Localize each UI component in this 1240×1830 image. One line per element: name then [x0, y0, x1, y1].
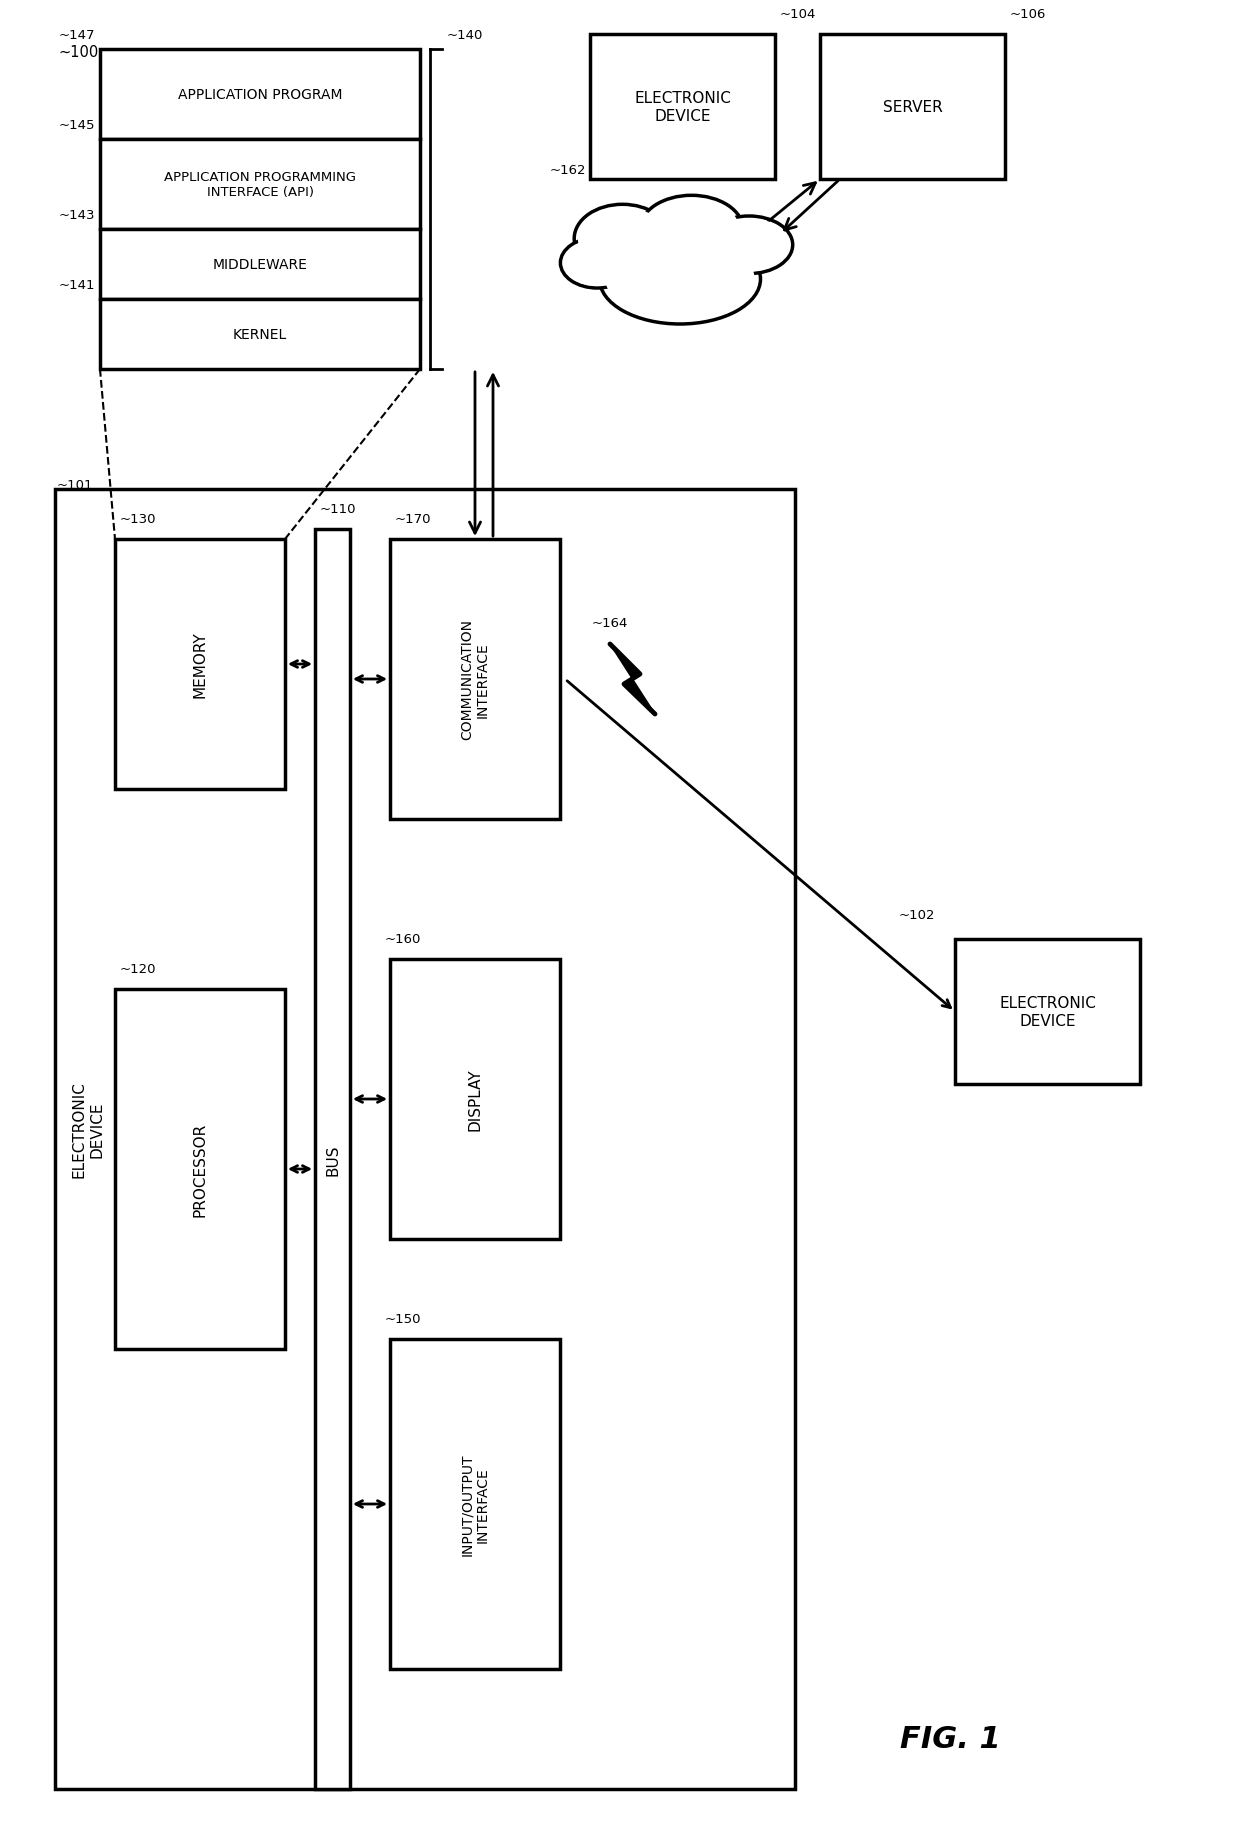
Text: ~162: ~162	[551, 163, 587, 176]
Text: ELECTRONIC
DEVICE: ELECTRONIC DEVICE	[72, 1082, 104, 1179]
FancyBboxPatch shape	[391, 540, 560, 820]
Ellipse shape	[640, 196, 743, 265]
Text: ~104: ~104	[780, 7, 816, 20]
FancyBboxPatch shape	[955, 939, 1140, 1085]
Text: ~164: ~164	[591, 617, 629, 630]
Text: BUS: BUS	[325, 1144, 340, 1175]
Ellipse shape	[644, 199, 739, 262]
FancyBboxPatch shape	[391, 959, 560, 1239]
FancyBboxPatch shape	[55, 490, 795, 1790]
Text: MEMORY: MEMORY	[192, 631, 207, 697]
Ellipse shape	[599, 234, 760, 324]
Ellipse shape	[708, 220, 790, 273]
Ellipse shape	[605, 242, 755, 318]
Text: ~110: ~110	[320, 503, 357, 516]
Text: ~150: ~150	[384, 1312, 422, 1325]
Text: ~141: ~141	[58, 278, 95, 291]
FancyBboxPatch shape	[100, 139, 420, 231]
Text: APPLICATION PROGRAM: APPLICATION PROGRAM	[177, 88, 342, 102]
Text: NETWORK: NETWORK	[641, 273, 719, 287]
Text: ~145: ~145	[58, 119, 95, 132]
FancyBboxPatch shape	[100, 49, 420, 139]
FancyBboxPatch shape	[100, 231, 420, 300]
Ellipse shape	[574, 205, 671, 273]
Text: ~140: ~140	[446, 29, 484, 42]
Ellipse shape	[563, 240, 631, 287]
Ellipse shape	[560, 238, 634, 289]
FancyBboxPatch shape	[100, 300, 420, 370]
Ellipse shape	[578, 209, 667, 271]
Text: ~106: ~106	[1011, 7, 1047, 20]
Text: PROCESSOR: PROCESSOR	[192, 1122, 207, 1217]
FancyBboxPatch shape	[391, 1340, 560, 1669]
Text: INPUT/OUTPUT
INTERFACE: INPUT/OUTPUT INTERFACE	[460, 1453, 490, 1555]
Text: ~130: ~130	[120, 512, 156, 525]
Text: ~160: ~160	[384, 933, 422, 946]
Text: ~100: ~100	[58, 46, 98, 60]
FancyBboxPatch shape	[115, 990, 285, 1349]
Text: COMMUNICATION
INTERFACE: COMMUNICATION INTERFACE	[460, 619, 490, 739]
Text: MIDDLEWARE: MIDDLEWARE	[212, 258, 308, 273]
FancyBboxPatch shape	[315, 529, 350, 1790]
Text: ELECTRONIC
DEVICE: ELECTRONIC DEVICE	[999, 996, 1096, 1028]
Ellipse shape	[706, 218, 792, 274]
Text: ~143: ~143	[58, 209, 95, 221]
Text: ~120: ~120	[120, 963, 156, 975]
Text: SERVER: SERVER	[883, 101, 942, 115]
Text: KERNEL: KERNEL	[233, 328, 288, 342]
Text: ~147: ~147	[58, 29, 95, 42]
FancyBboxPatch shape	[820, 35, 1004, 179]
Text: ~102: ~102	[899, 908, 935, 922]
FancyBboxPatch shape	[590, 35, 775, 179]
Text: ~170: ~170	[396, 512, 432, 525]
FancyBboxPatch shape	[115, 540, 285, 789]
Text: APPLICATION PROGRAMMING
INTERFACE (API): APPLICATION PROGRAMMING INTERFACE (API)	[164, 170, 356, 199]
Text: DISPLAY: DISPLAY	[467, 1069, 482, 1131]
Text: ~101: ~101	[57, 479, 93, 492]
Text: FIG. 1: FIG. 1	[900, 1724, 1001, 1753]
Text: ELECTRONIC
DEVICE: ELECTRONIC DEVICE	[634, 92, 730, 124]
Polygon shape	[610, 644, 655, 714]
